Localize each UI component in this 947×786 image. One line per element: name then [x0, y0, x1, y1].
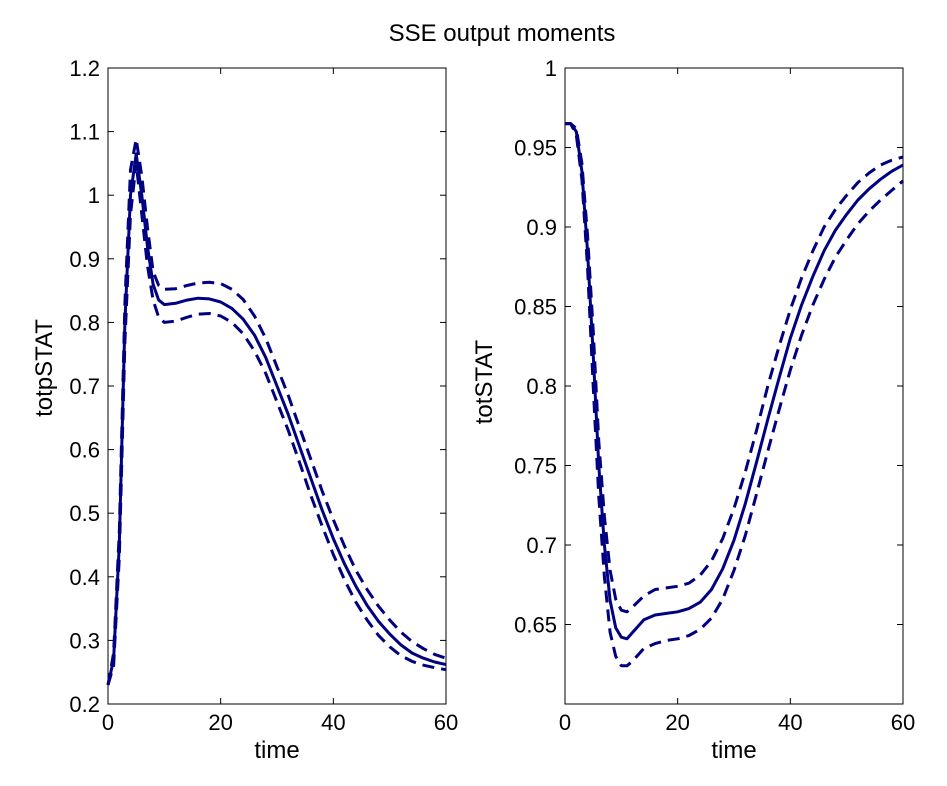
right-ytick-label: 1 — [545, 56, 557, 81]
left-series-line-bound-1 — [106, 137, 447, 686]
left-xtick-label: 40 — [321, 710, 345, 735]
right-x-axis-label: time — [711, 737, 756, 764]
right-ytick-label: 0.9 — [526, 215, 557, 240]
left-ytick-label: 0.8 — [69, 310, 100, 335]
left-xtick-label: 0 — [102, 710, 114, 735]
left-ytick-label: 1.1 — [69, 120, 100, 145]
left-ytick-label: 0.5 — [69, 501, 100, 526]
left-ytick-label: 0.3 — [69, 628, 100, 653]
right-xtick-label: 60 — [891, 710, 915, 735]
right-xtick-label: 0 — [559, 710, 571, 735]
right-ytick-label: 0.8 — [526, 374, 557, 399]
right-axes-frame — [564, 67, 904, 705]
right-ytick-label: 0.7 — [526, 533, 557, 558]
left-ytick-label: 0.4 — [69, 565, 100, 590]
right-series-line-bound-1 — [565, 122, 904, 614]
left-x-axis-label: time — [254, 737, 299, 764]
right-xtick-label: 20 — [665, 710, 689, 735]
right-ytick-label: 0.95 — [514, 136, 557, 161]
right-xtick-label: 40 — [778, 710, 802, 735]
right-ytick-label: 0.85 — [514, 295, 557, 320]
left-series-line-mean — [106, 152, 447, 686]
left-y-axis-label: totpSTAT — [31, 319, 58, 417]
left-ytick-label: 1 — [88, 183, 100, 208]
left-series-line-bound-2 — [106, 161, 447, 686]
left-ytick-label: 0.6 — [69, 438, 100, 463]
right-ytick-label: 0.65 — [514, 613, 557, 638]
right-series-line-mean — [565, 122, 904, 641]
right-ytick-label: 0.75 — [514, 454, 557, 479]
left-xtick-label: 20 — [208, 710, 232, 735]
subplot-right: 0 20 40 60 0.65 0.7 0.75 0.8 0.85 0.9 0.95 1 time tot… — [471, 56, 915, 764]
figure-title: SSE output moments — [389, 20, 616, 47]
right-y-axis-label: totSTAT — [471, 339, 498, 424]
left-xtick-label: 60 — [434, 710, 458, 735]
right-series-line-bound-2 — [565, 122, 904, 668]
left-ytick-label: 0.2 — [69, 692, 100, 717]
subplot-left: 0 20 40 60 0.2 0.3 0.4 0.5 0.6 0.7 0.8 0.9 1 1.1 1.2 ti… — [31, 56, 458, 764]
left-ytick-label: 0.7 — [69, 374, 100, 399]
left-ytick-label: 0.9 — [69, 247, 100, 272]
left-ytick-label: 1.2 — [69, 56, 100, 81]
